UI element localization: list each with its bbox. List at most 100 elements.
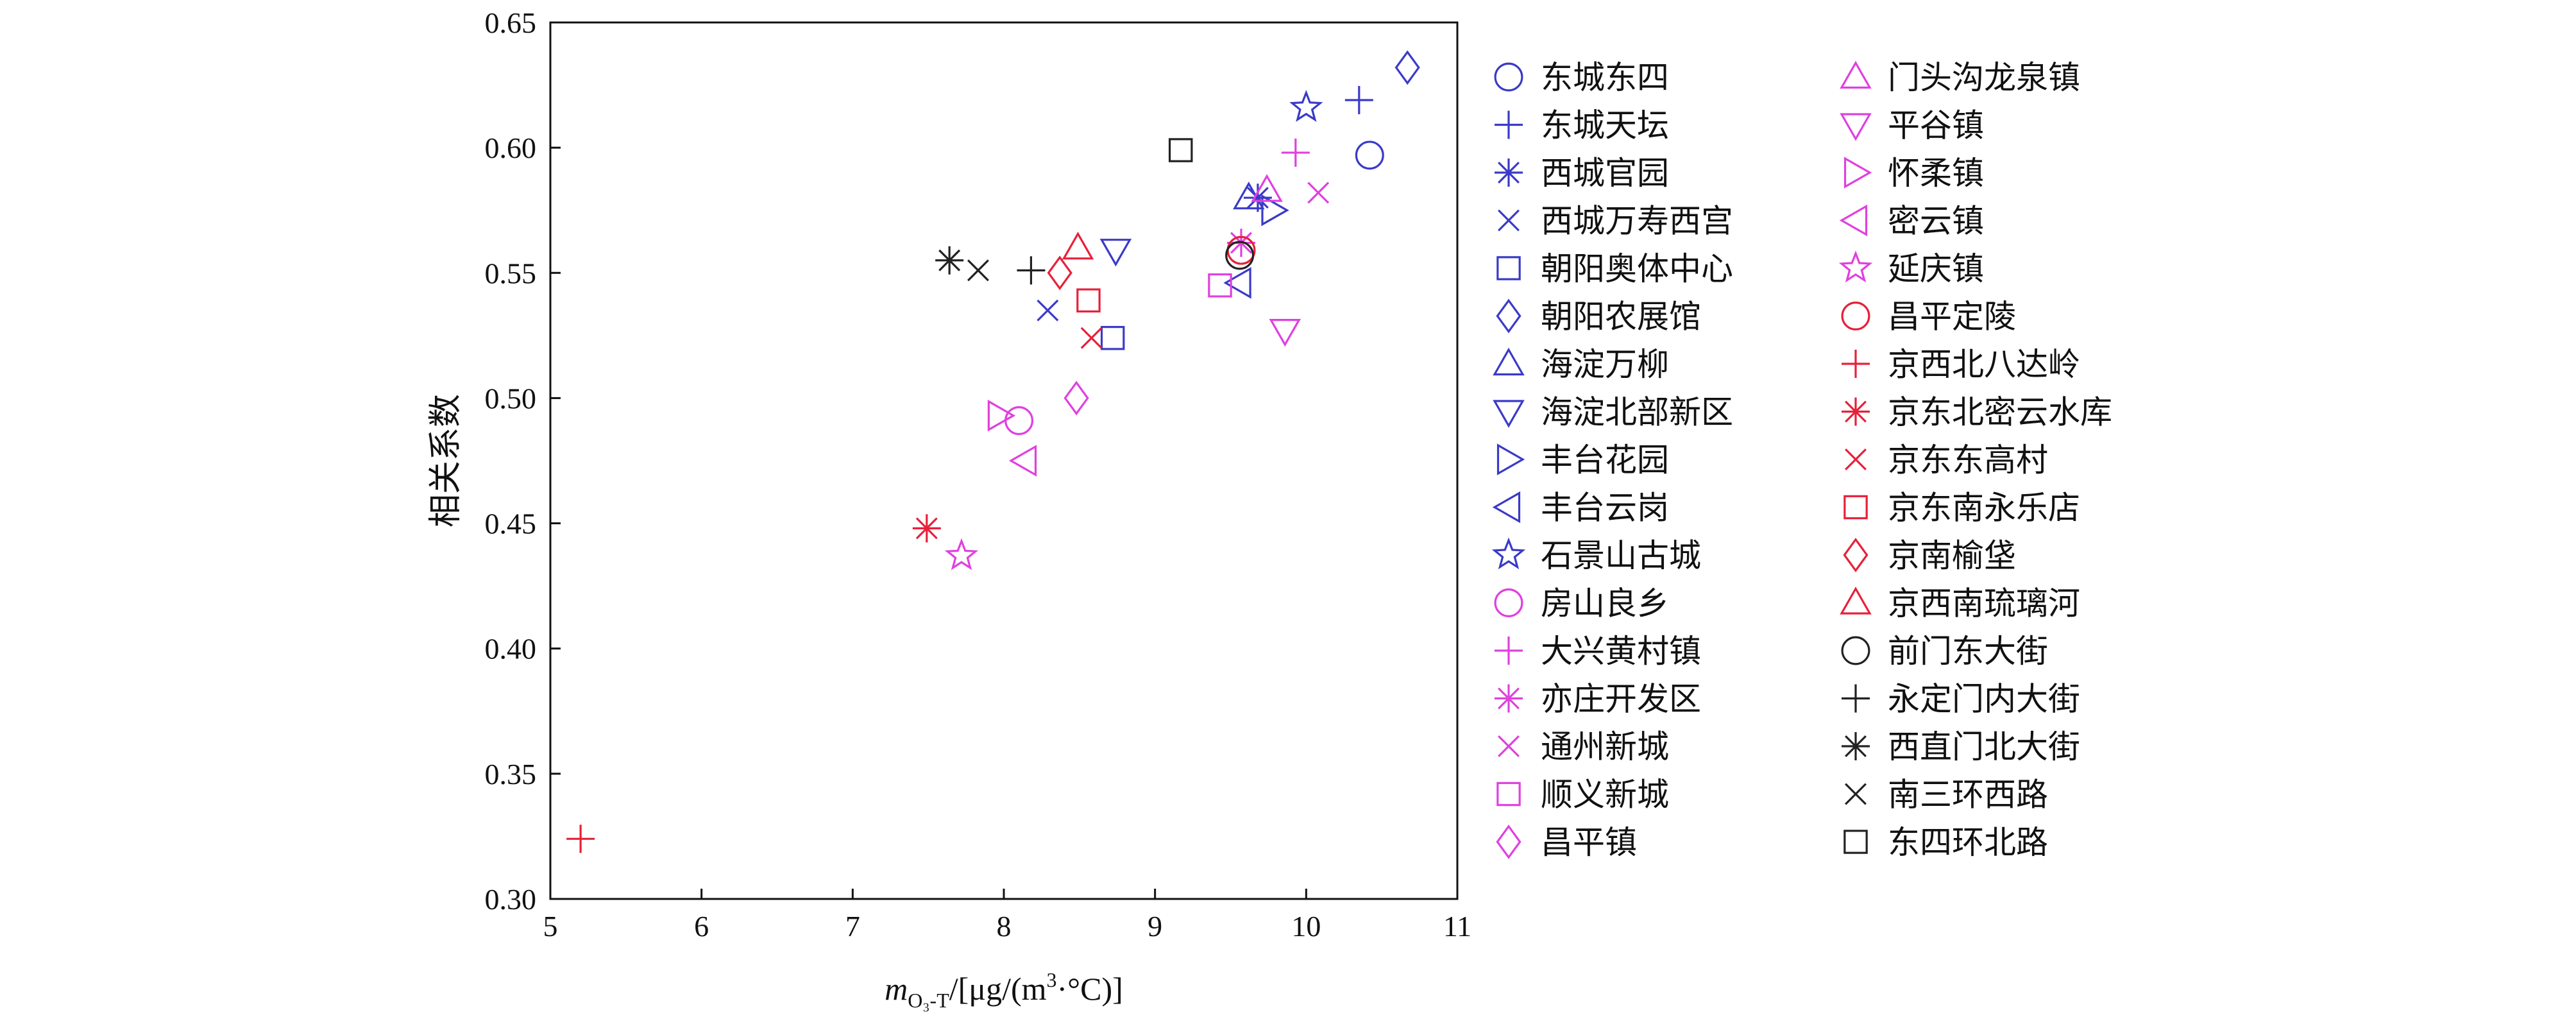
x-tick-label: 10	[1291, 910, 1321, 943]
legend-item: 京东北密云水库	[1842, 394, 2112, 431]
legend-label: 南三环西路	[1888, 776, 2048, 814]
legend-item: 朝阳农展馆	[1496, 298, 1701, 336]
legend-item: 西直门北大街	[1842, 728, 2080, 765]
y-tick-label: 0.55	[485, 257, 537, 289]
data-point	[1017, 256, 1046, 285]
y-axis-label: 相关系数	[427, 394, 465, 527]
legend-marker	[1843, 157, 1872, 189]
legend-item: 怀柔镇	[1843, 155, 1984, 192]
data-point	[1076, 288, 1101, 312]
legend-marker	[1840, 60, 1872, 89]
legend-item: 朝阳奥体中心	[1496, 250, 1733, 287]
data-point	[967, 259, 989, 282]
legend-marker	[1845, 449, 1867, 470]
data-point	[1037, 299, 1059, 321]
legend-marker	[1845, 783, 1867, 805]
data-point	[1344, 85, 1373, 114]
data-point	[944, 538, 979, 570]
legend-marker	[1843, 495, 1868, 520]
legend-label: 延庆镇	[1888, 250, 1984, 287]
legend-item: 平谷镇	[1840, 107, 1984, 144]
legend-marker	[1496, 298, 1521, 334]
x-axis-label-var: m	[885, 971, 908, 1007]
axis-ticks: 5 6 7 8 9 10 11 0.30 0.35 0.40 0.45 0.50 0.55 0.60 0.6…	[485, 6, 1472, 943]
plot-frame	[549, 21, 1459, 900]
legend-item: 南三环西路	[1845, 776, 2048, 814]
legend-item: 海淀万柳	[1493, 346, 1669, 383]
legend-label: 海淀北部新区	[1541, 394, 1733, 431]
data-point	[1062, 232, 1094, 260]
data-point	[1225, 241, 1255, 270]
y-tick-label: 0.30	[485, 883, 537, 916]
data-point	[1100, 326, 1125, 350]
x-tick-label: 6	[694, 910, 709, 943]
x-tick-label: 7	[845, 910, 860, 943]
legend-item: 门头沟龙泉镇	[1840, 59, 2080, 96]
legend-marker	[1492, 491, 1521, 524]
legend-item: 前门东大街	[1841, 633, 2048, 670]
data-point	[1008, 445, 1037, 477]
legend-label: 朝阳农展馆	[1541, 298, 1701, 336]
data-point	[1004, 406, 1034, 436]
data-point	[912, 514, 941, 543]
legend-label: 大兴黄村镇	[1541, 633, 1701, 670]
y-tick-label: 0.65	[485, 6, 537, 39]
legend-marker	[1498, 735, 1520, 757]
legend-item: 亦庄开发区	[1495, 681, 1701, 718]
legend-marker	[1842, 397, 1870, 426]
legend-marker	[1496, 256, 1521, 280]
legend-label: 通州新城	[1541, 728, 1669, 765]
data-point	[1289, 90, 1323, 123]
legend-item: 密云镇	[1839, 203, 1984, 240]
data-points	[566, 50, 1420, 853]
legend-marker	[1493, 400, 1525, 428]
legend-label: 西直门北大街	[1888, 728, 2080, 765]
legend-item: 京西北八达岭	[1842, 346, 2080, 383]
legend-marker	[1496, 782, 1521, 807]
data-point	[1281, 138, 1310, 167]
legend-item: 东城天坛	[1495, 107, 1669, 144]
legend-label: 京东北密云水库	[1888, 394, 2112, 431]
legend-item: 延庆镇	[1838, 250, 1984, 287]
legend-item: 顺义新城	[1496, 776, 1669, 814]
legend-label: 京南榆垡	[1888, 537, 2016, 574]
legend-label: 京东东高村	[1888, 441, 2048, 479]
legend-marker	[1494, 62, 1523, 92]
data-point	[1261, 194, 1289, 226]
legend-item: 丰台云岗	[1492, 490, 1669, 527]
legend-label: 西城官园	[1541, 155, 1669, 192]
legend-label: 京西北八达岭	[1888, 346, 2080, 383]
legend-marker	[1491, 537, 1526, 570]
legend-label: 丰台花园	[1541, 441, 1669, 479]
legend-label: 东城天坛	[1541, 107, 1669, 144]
x-tick-label: 9	[1148, 910, 1162, 943]
data-point	[1355, 141, 1384, 170]
legend-marker	[1839, 204, 1868, 237]
legend-marker	[1495, 684, 1523, 713]
legend-label: 门头沟龙泉镇	[1888, 59, 2080, 96]
legend-label: 丰台云岗	[1541, 490, 1669, 527]
x-axis-label-unit-post: ·°C)]	[1057, 971, 1123, 1007]
x-axis-label-sup: 3	[1047, 968, 1057, 991]
legend-item: 京西南琉璃河	[1840, 585, 2080, 622]
legend-label: 亦庄开发区	[1541, 681, 1701, 718]
legend-marker	[1841, 636, 1870, 665]
data-point	[1251, 174, 1283, 202]
legend-item: 京南榆垡	[1843, 537, 2016, 574]
data-point	[987, 399, 1016, 432]
legend-label: 东城东四	[1541, 59, 1669, 96]
legend-marker	[1494, 588, 1523, 617]
legend-marker	[1842, 732, 1870, 760]
legend-label: 永定门内大街	[1888, 681, 2080, 718]
data-point	[1063, 380, 1089, 416]
y-tick-label: 0.40	[485, 633, 537, 665]
legend-label: 平谷镇	[1888, 107, 1984, 144]
legend-item: 西城万寿西宫	[1498, 203, 1733, 240]
data-point	[1047, 255, 1072, 291]
legend-item: 海淀北部新区	[1493, 394, 1733, 431]
data-point	[1223, 267, 1251, 299]
legend-marker	[1843, 830, 1868, 854]
legend-item: 房山良乡	[1494, 585, 1669, 622]
legend-item: 昌平定陵	[1841, 298, 2016, 336]
